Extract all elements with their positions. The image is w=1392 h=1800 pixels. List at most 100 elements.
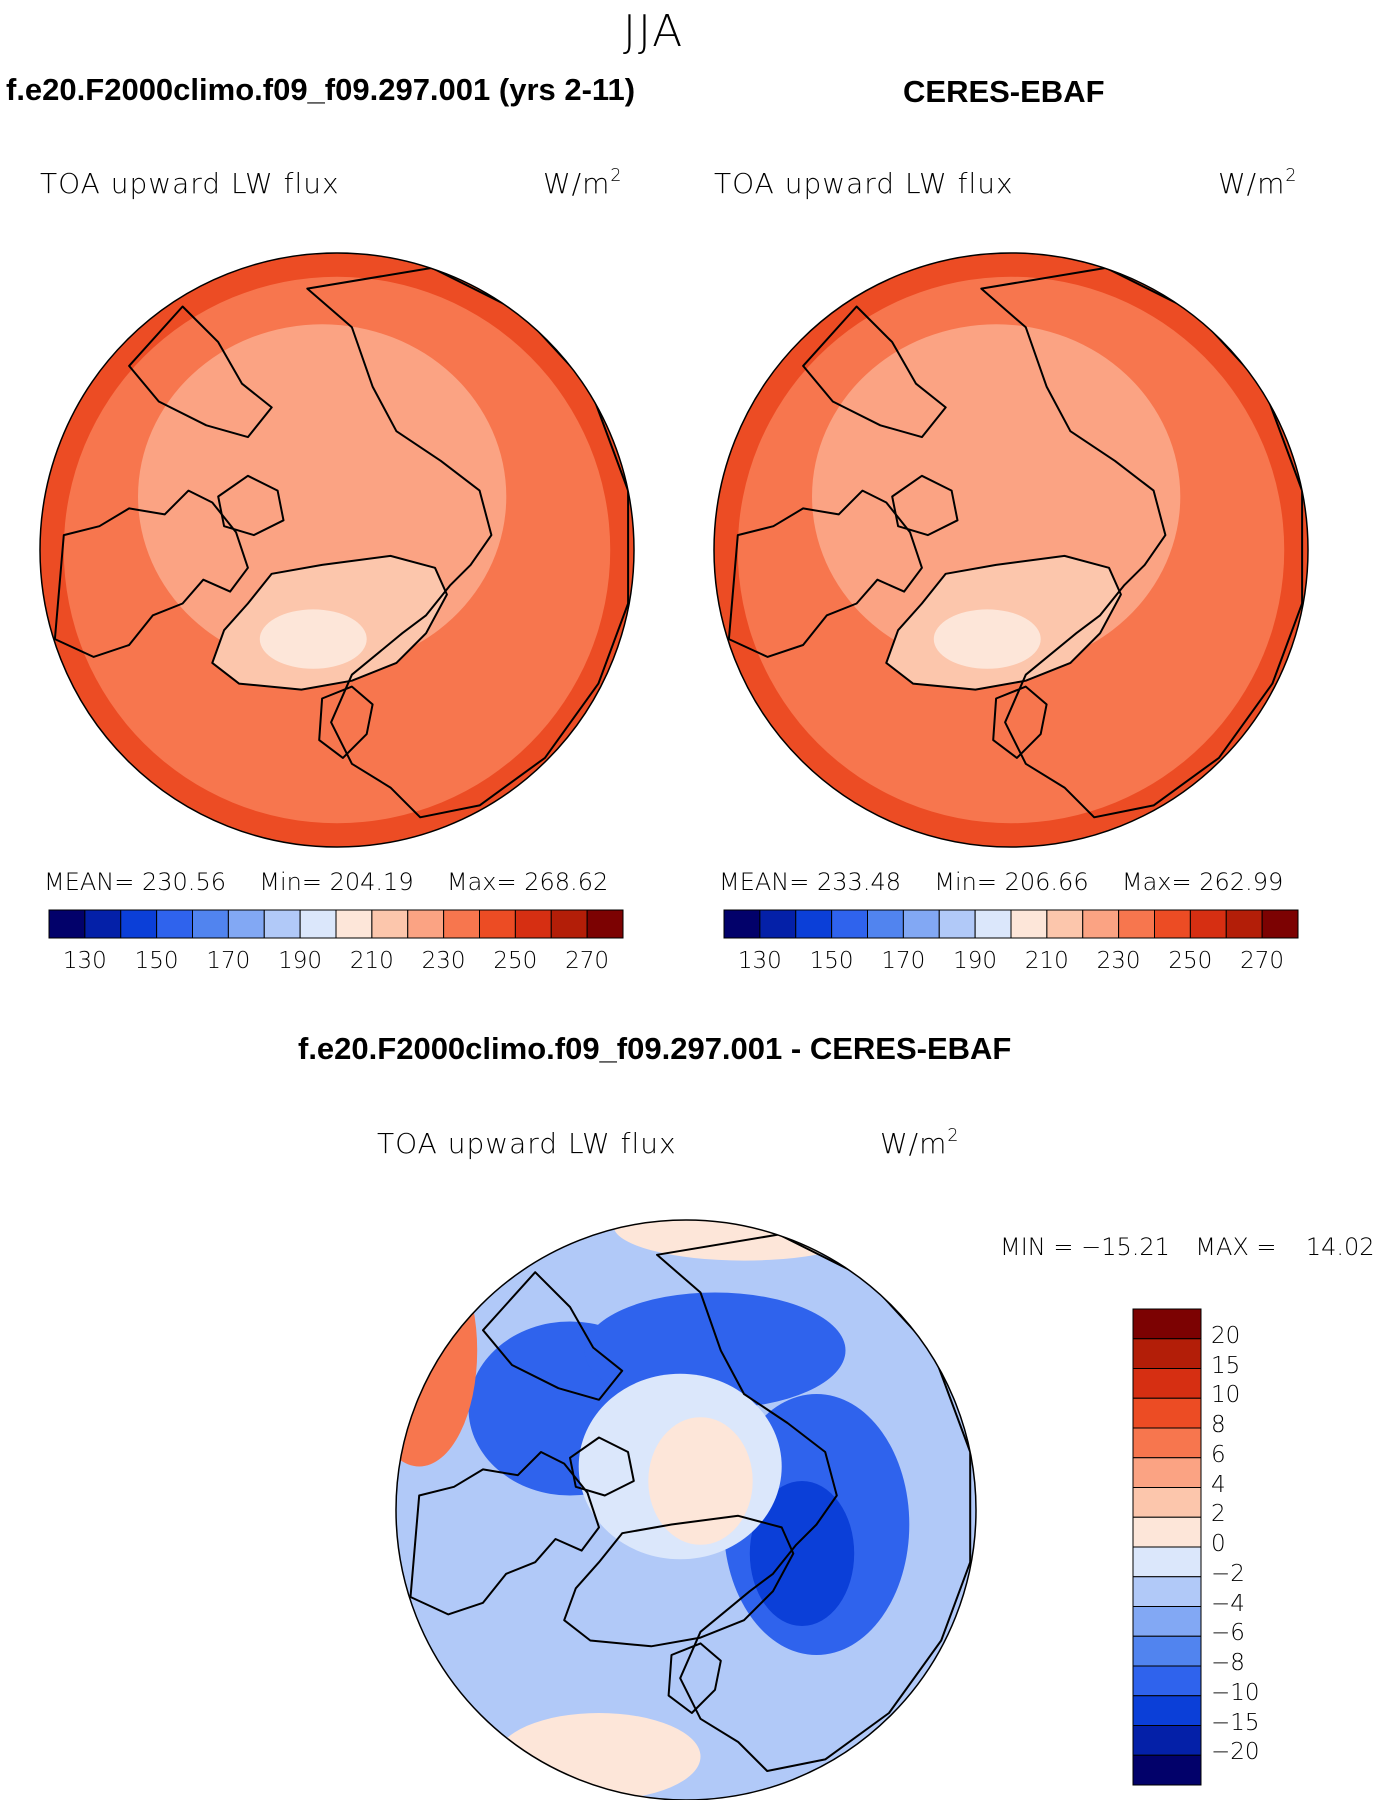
- model-colorbar-swatch: [263, 909, 301, 939]
- coastline-islands: [217, 474, 285, 537]
- diff-colorbar-swatch: [1132, 1754, 1202, 1786]
- model-colorbar-swatch: [479, 909, 516, 939]
- obs-colorbar-swatch: [795, 909, 833, 939]
- diff-minmax-line: MIN = −15.21 MAX = 14.02: [1000, 1233, 1375, 1261]
- diff-colorbar-swatch: [1132, 1725, 1202, 1756]
- obs-colorbar-swatch: [938, 909, 976, 939]
- obs-colorbar-tick-label: 190: [953, 948, 998, 974]
- season-title: JJA: [623, 6, 685, 57]
- obs-max-value: 262.99: [1199, 868, 1284, 896]
- model-units-base: W/m: [543, 167, 611, 200]
- model-colorbar-tick-label: 130: [62, 948, 107, 974]
- diff-min-value: −15.21: [1081, 1233, 1170, 1261]
- diff-positive-center: [648, 1417, 753, 1545]
- obs-colorbar-tick-label: 250: [1168, 948, 1213, 974]
- diff-colorbar-swatch: [1132, 1457, 1202, 1488]
- model-colorbar-tick-label: 250: [493, 948, 538, 974]
- model-max-label: Max=: [446, 868, 517, 896]
- coastline-canada: [409, 1451, 600, 1616]
- model-colorbar-swatch: [227, 909, 265, 939]
- diff-case-title: f.e20.F2000climo.f09_f09.297.001 - CERES…: [298, 1031, 1012, 1066]
- diff-colorbar-tick-label: −8: [1211, 1650, 1245, 1676]
- diff-colorbar-tick-label: −2: [1211, 1560, 1245, 1587]
- model-mean-label: MEAN=: [44, 868, 135, 896]
- model-stats-line: MEAN= 230.56 Min= 204.19 Max= 268.62: [44, 868, 608, 896]
- obs-mean-value: 233.48: [817, 868, 901, 896]
- diff-colorbar-tick-label: −6: [1211, 1620, 1245, 1647]
- diff-colorbar-swatch: [1132, 1338, 1202, 1369]
- obs-map-fill: [714, 253, 1308, 847]
- model-colorbar-swatch: [514, 909, 552, 939]
- model-colorbar-tick-label: 170: [206, 948, 251, 974]
- coastline-canada: [53, 489, 249, 658]
- obs-colorbar-tick-label: 270: [1240, 948, 1285, 974]
- diff-units-exp: 2: [947, 1125, 960, 1146]
- diff-colorbar-swatch: [1132, 1397, 1202, 1429]
- diff-min-label: MIN =: [1000, 1233, 1074, 1261]
- obs-colorbar-tick-label: 130: [737, 948, 782, 974]
- coastline-canada: [727, 489, 923, 658]
- diff-colorbar-swatch: [1132, 1665, 1202, 1697]
- model-colorbar-swatch: [371, 909, 409, 939]
- model-colorbar-swatch: [84, 909, 122, 939]
- obs-colorbar-swatch: [1082, 909, 1120, 939]
- model-colorbar-swatch: [299, 909, 337, 939]
- obs-mean-label: MEAN=: [719, 868, 810, 896]
- obs-colorbar: [723, 909, 1299, 939]
- obs-colorbar-swatch: [759, 909, 797, 939]
- obs-max-label: Max=: [1121, 868, 1192, 896]
- model-min-value: 204.19: [329, 868, 414, 896]
- obs-colorbar-swatch: [1046, 909, 1084, 939]
- diff-colorbar-tick-label: 8: [1211, 1412, 1226, 1438]
- diff-variable-label: TOA upward LW flux: [377, 1127, 677, 1160]
- model-case-title: f.e20.F2000climo.f09_f09.297.001 (yrs 2-…: [6, 72, 636, 107]
- coastline-alaska: [482, 1271, 624, 1401]
- obs-stats-line: MEAN= 233.48 Min= 206.66 Max= 262.99: [719, 868, 1283, 896]
- diff-colorbar-swatch: [1132, 1427, 1202, 1459]
- diff-colorbar-swatch: [1132, 1576, 1202, 1607]
- coastline-scandinavia: [667, 1642, 722, 1714]
- model-colorbar-swatch: [192, 909, 229, 939]
- obs-colorbar-tick-label: 150: [809, 948, 854, 974]
- diff-colorbar-tick-label: 6: [1211, 1441, 1226, 1468]
- model-colorbar: [48, 909, 624, 939]
- model-map-fill: [40, 253, 634, 847]
- model-colorbar-tick-label: 190: [278, 948, 323, 974]
- coastline-scandinavia: [318, 685, 374, 759]
- obs-units-exp: 2: [1285, 165, 1298, 186]
- obs-units-label: W/m2: [1218, 167, 1297, 200]
- diff-colorbar-swatch: [1132, 1308, 1202, 1340]
- diff-colorbar-swatch: [1132, 1635, 1202, 1667]
- diff-colorbar-swatch: [1132, 1516, 1202, 1548]
- model-max-value: 268.62: [524, 868, 609, 896]
- obs-colorbar-swatch: [902, 909, 940, 939]
- diff-colorbar-tick-label: 0: [1211, 1531, 1226, 1557]
- diff-colorbar-swatch: [1132, 1487, 1202, 1518]
- coastline-greenland: [211, 554, 448, 691]
- diff-colorbar-tick-label: 15: [1211, 1352, 1241, 1379]
- diff-max-label: MAX =: [1195, 1233, 1277, 1261]
- model-colorbar-swatch: [407, 909, 445, 939]
- model-map-border: [39, 252, 635, 848]
- model-colorbar-tick-label: 210: [349, 948, 394, 974]
- obs-colorbar-tick-label: 210: [1024, 948, 1069, 974]
- greenland-core-region: [259, 609, 367, 669]
- obs-variable-label: TOA upward LW flux: [714, 167, 1014, 200]
- model-units-exp: 2: [610, 165, 623, 186]
- greenland-core-region: [933, 609, 1041, 669]
- model-variable-label: TOA upward LW flux: [40, 167, 340, 200]
- obs-colorbar-swatch: [723, 909, 761, 939]
- diff-colorbar-tick-label: 2: [1211, 1501, 1226, 1528]
- obs-min-value: 206.66: [1004, 868, 1089, 896]
- model-colorbar-swatch: [335, 909, 373, 939]
- diff-colorbar-tick-label: −20: [1211, 1739, 1260, 1766]
- obs-colorbar-swatch: [1261, 909, 1299, 939]
- obs-colorbar-swatch: [1010, 909, 1048, 939]
- coastline-greenland: [563, 1514, 795, 1648]
- obs-polar-map: [713, 252, 1309, 848]
- model-colorbar-tick-label: 270: [565, 948, 610, 974]
- obs-colorbar-tick-label: 230: [1096, 948, 1141, 974]
- model-colorbar-swatch: [550, 909, 588, 939]
- obs-colorbar-tick-label: 170: [881, 948, 926, 974]
